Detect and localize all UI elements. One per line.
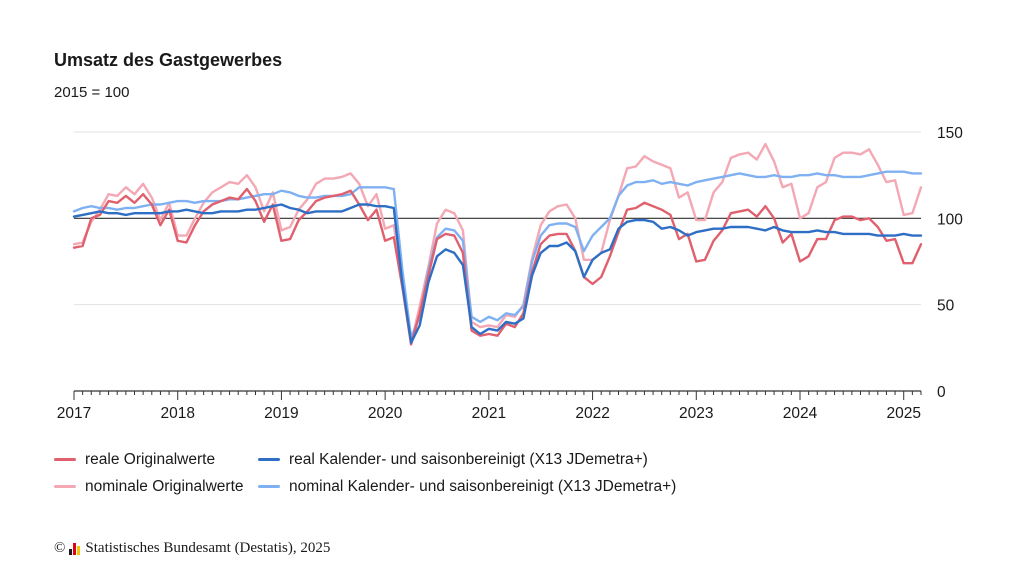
x-tick-label: 2023 bbox=[679, 405, 713, 422]
x-tick-label: 2021 bbox=[472, 405, 506, 422]
x-tick-label: 2024 bbox=[783, 405, 818, 422]
x-tick-label: 2022 bbox=[575, 405, 609, 422]
chart-subtitle: 2015 = 100 bbox=[54, 84, 130, 101]
series-line bbox=[72, 187, 923, 346]
y-tick-label: 50 bbox=[937, 298, 955, 315]
source-footer: © Statistisches Bundesamt (Destatis), 20… bbox=[54, 540, 330, 557]
series-line bbox=[72, 170, 923, 339]
legend-label: nominale Originalwerte bbox=[85, 477, 244, 495]
legend-label: nominal Kalender- und saisonbereinigt (X… bbox=[289, 477, 677, 495]
x-tick-label: 2018 bbox=[160, 405, 194, 422]
legend-item-nominal-adjusted[interactable]: nominal Kalender- und saisonbereinigt (X… bbox=[258, 478, 676, 496]
series-line bbox=[72, 142, 923, 344]
legend-swatch bbox=[54, 458, 76, 461]
legend-item-real-adjusted[interactable]: real Kalender- und saisonbereinigt (X13 … bbox=[258, 451, 648, 469]
copyright-symbol: © bbox=[54, 540, 66, 556]
y-tick-label: 150 bbox=[937, 125, 963, 142]
x-tick-label: 2020 bbox=[368, 405, 403, 422]
legend-label: reale Originalwerte bbox=[85, 450, 216, 468]
legend-item-real-original[interactable]: reale Originalwerte bbox=[54, 451, 258, 469]
x-tick-label: 2025 bbox=[886, 405, 920, 422]
legend-label: real Kalender- und saisonbereinigt (X13 … bbox=[289, 450, 648, 468]
source-text: Statistisches Bundesamt (Destatis), 2025 bbox=[85, 540, 331, 556]
legend: reale Originalwerte real Kalender- und s… bbox=[54, 446, 676, 500]
legend-swatch bbox=[258, 485, 280, 488]
y-tick-label: 0 bbox=[937, 384, 946, 401]
line-chart: 0 50 100 150 2017 2018 2019 2020 2021 2022 2023 202… bbox=[57, 125, 963, 422]
legend-swatch bbox=[258, 458, 280, 461]
destatis-logo-icon bbox=[69, 542, 81, 555]
legend-swatch bbox=[54, 485, 76, 488]
series-line bbox=[72, 203, 923, 344]
chart-title: Umsatz des Gastgewerbes bbox=[54, 50, 283, 70]
y-tick-label: 100 bbox=[937, 211, 963, 228]
x-tick-label: 2017 bbox=[57, 405, 91, 422]
x-tick-label: 2019 bbox=[264, 405, 298, 422]
legend-item-nominal-original[interactable]: nominale Originalwerte bbox=[54, 478, 258, 496]
